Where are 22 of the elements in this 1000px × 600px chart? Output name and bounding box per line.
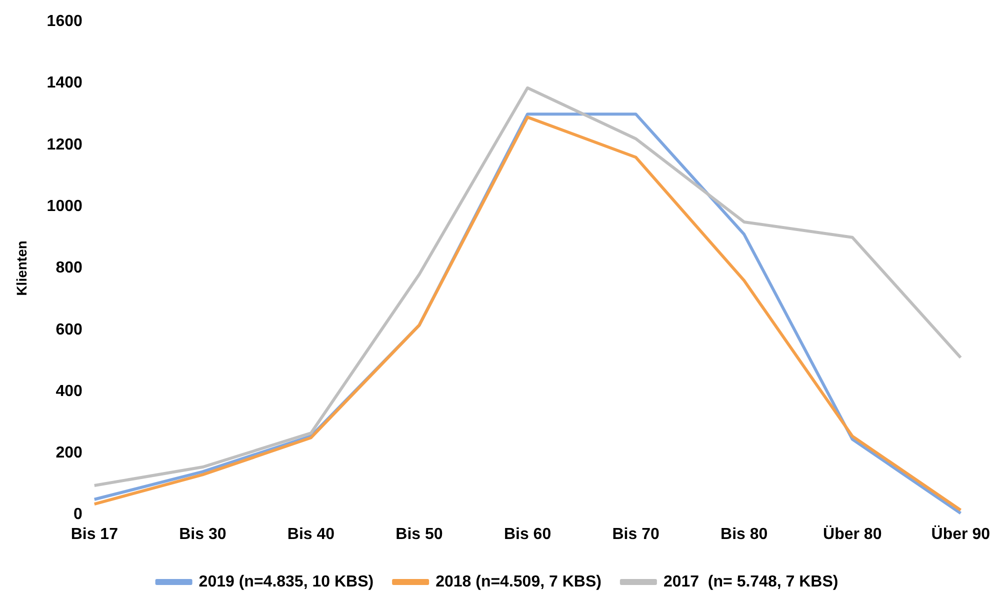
y-tick-label: 1200 [46, 136, 82, 154]
y-tick-label: 1000 [46, 198, 82, 215]
x-tick-label: Über 90 [931, 524, 990, 543]
y-tick-label: 400 [56, 382, 82, 400]
y-tick-label: 1600 [46, 13, 82, 30]
x-tick-label: Bis 40 [287, 526, 335, 543]
x-tick-label: Bis 17 [70, 526, 118, 543]
x-tick-label: Bis 30 [179, 526, 226, 543]
y-tick-label: 200 [56, 444, 82, 462]
x-tick-label: Bis 70 [612, 526, 660, 543]
x-tick-label: Über 80 [823, 524, 882, 543]
y-axis-title: Klienten [13, 240, 30, 296]
x-tick-label: Bis 60 [504, 526, 552, 543]
y-tick-label: 800 [56, 260, 82, 277]
legend-label: 2018 (n=4.509, 7 KBS) [436, 573, 602, 590]
y-tick-label: 600 [56, 321, 82, 338]
legend-label: 2019 (n=4.835, 10 KBS) [198, 573, 374, 590]
x-tick-label: Bis 50 [396, 526, 443, 543]
legend-label: 2017 (n= 5.748, 7 KBS) [663, 573, 838, 590]
y-tick-label: 1400 [46, 74, 82, 92]
x-tick-label: Bis 80 [720, 526, 768, 543]
y-tick-label: 0 [73, 506, 82, 524]
